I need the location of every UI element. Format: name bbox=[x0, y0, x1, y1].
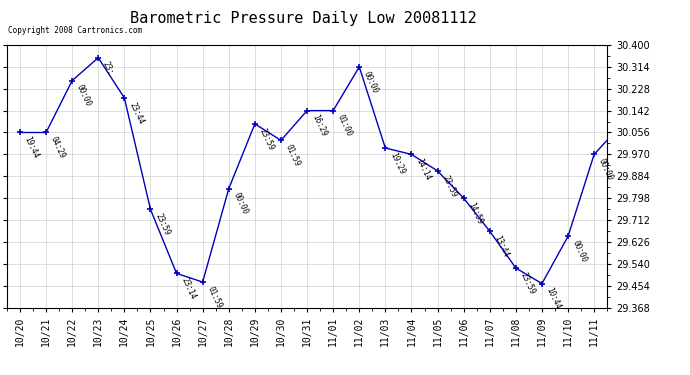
Text: 14:59: 14:59 bbox=[466, 201, 484, 226]
Text: 16:29: 16:29 bbox=[310, 113, 328, 138]
Text: 23:14: 23:14 bbox=[179, 276, 197, 301]
Text: 04:29: 04:29 bbox=[49, 135, 67, 160]
Text: 13:44: 13:44 bbox=[493, 234, 511, 259]
Text: 01:59: 01:59 bbox=[206, 285, 224, 310]
Text: 19:29: 19:29 bbox=[388, 151, 406, 176]
Text: 19:44: 19:44 bbox=[23, 135, 41, 160]
Text: 23:59: 23:59 bbox=[519, 271, 537, 296]
Text: 23:59: 23:59 bbox=[440, 174, 458, 198]
Text: 23:59: 23:59 bbox=[257, 127, 275, 152]
Text: 23:59: 23:59 bbox=[153, 212, 171, 237]
Text: 23:: 23: bbox=[101, 60, 115, 77]
Text: Barometric Pressure Daily Low 20081112: Barometric Pressure Daily Low 20081112 bbox=[130, 11, 477, 26]
Text: 23:29: 23:29 bbox=[0, 374, 1, 375]
Text: 00:00: 00:00 bbox=[597, 157, 615, 182]
Text: 14:14: 14:14 bbox=[414, 157, 432, 182]
Text: Copyright 2008 Cartronics.com: Copyright 2008 Cartronics.com bbox=[8, 26, 142, 35]
Text: 01:59: 01:59 bbox=[284, 143, 302, 168]
Text: 10:44: 10:44 bbox=[544, 286, 562, 311]
Text: 23:44: 23:44 bbox=[127, 100, 145, 126]
Text: 00:00: 00:00 bbox=[232, 192, 250, 216]
Text: 01:00: 01:00 bbox=[336, 113, 354, 138]
Text: 00:00: 00:00 bbox=[362, 70, 380, 94]
Text: 00:00: 00:00 bbox=[75, 83, 93, 108]
Text: 00:00: 00:00 bbox=[571, 239, 589, 264]
